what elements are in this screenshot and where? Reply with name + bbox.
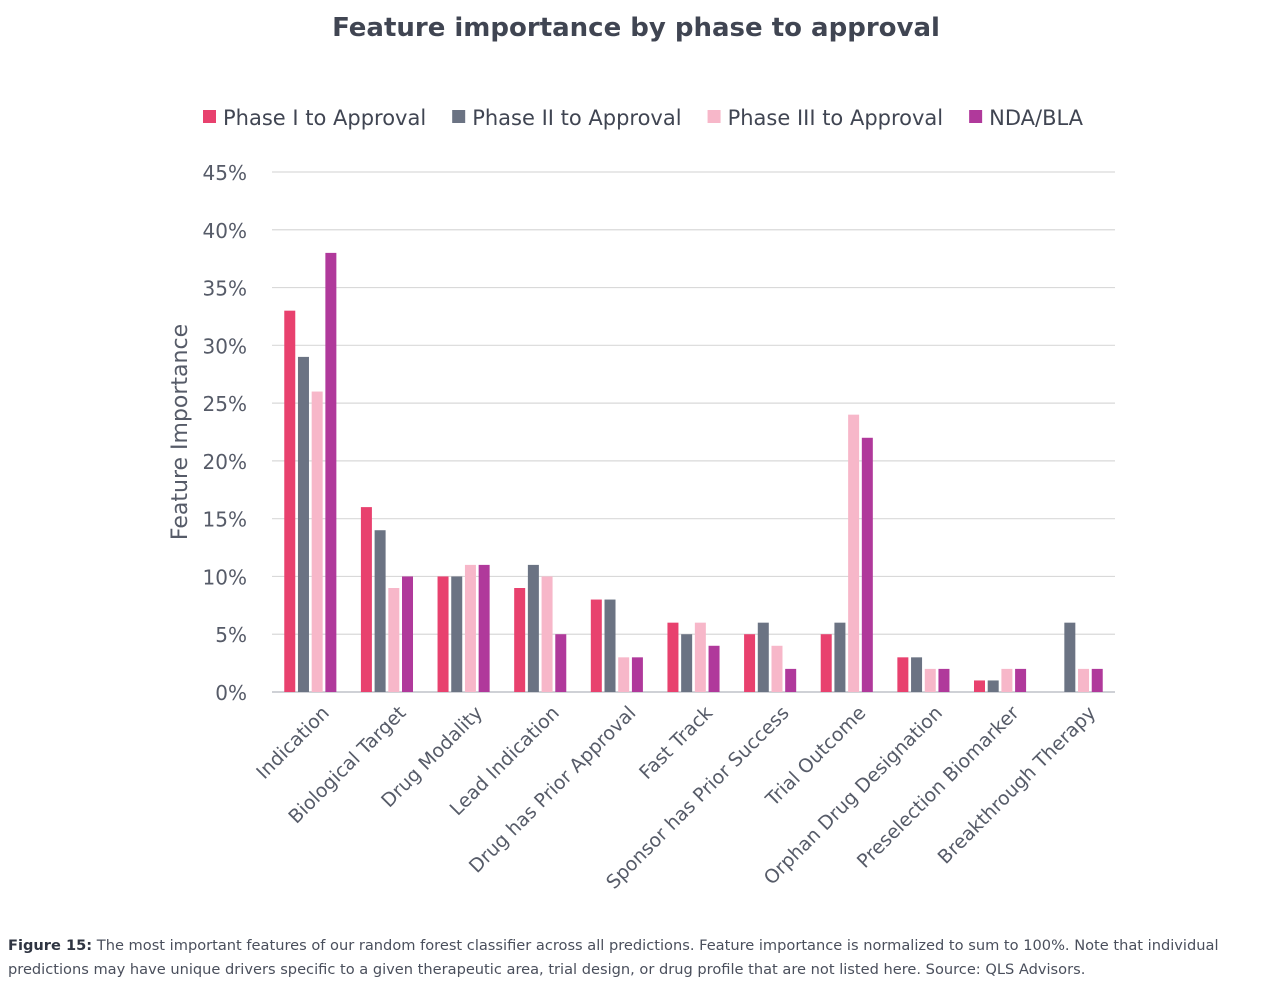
bar <box>541 576 553 692</box>
bar <box>785 668 797 692</box>
x-tick-label: Fast Track <box>635 702 717 784</box>
x-tick-label: Indication <box>252 702 334 784</box>
bars <box>284 252 1103 692</box>
y-tick-label: 5% <box>215 623 247 647</box>
bar <box>514 588 526 692</box>
bar <box>694 622 706 692</box>
y-tick-label: 15% <box>203 508 247 532</box>
bar <box>437 576 449 692</box>
bar <box>388 588 400 692</box>
y-tick-label: 0% <box>215 681 247 705</box>
bar <box>911 657 923 692</box>
y-tick-label: 45% <box>203 161 247 185</box>
bar <box>402 576 414 692</box>
bar <box>1091 668 1103 692</box>
y-tick-label: 35% <box>203 277 247 301</box>
caption-label: Figure 15: <box>8 937 93 954</box>
bar <box>360 507 372 692</box>
bar <box>987 680 999 692</box>
bar <box>667 622 679 692</box>
y-tick-label: 20% <box>203 450 247 474</box>
bar <box>631 657 643 692</box>
bar <box>771 645 783 692</box>
bar <box>924 668 936 692</box>
y-axis-label: Feature Importance <box>168 324 193 540</box>
bar-chart: Feature importance by phase to approval … <box>168 13 1115 894</box>
legend-label: Phase I to Approval <box>223 106 426 130</box>
bar <box>848 414 860 692</box>
legend-swatch <box>203 110 216 123</box>
bar <box>478 564 490 692</box>
bar <box>604 599 616 692</box>
caption-text: The most important features of our rando… <box>8 937 1219 978</box>
bar <box>1078 668 1090 692</box>
bar <box>708 645 720 692</box>
bar <box>527 564 539 692</box>
bar <box>1064 622 1076 692</box>
bar <box>451 576 463 692</box>
bar <box>861 437 873 692</box>
bar <box>820 634 832 692</box>
bar <box>744 634 756 692</box>
y-tick-label: 25% <box>203 392 247 416</box>
bar <box>1001 668 1013 692</box>
bar <box>464 564 476 692</box>
bar <box>834 622 846 692</box>
bar <box>590 599 602 692</box>
bar <box>284 310 296 692</box>
legend-swatch <box>707 110 721 123</box>
bar <box>897 657 909 692</box>
bar <box>374 530 386 692</box>
bar <box>325 252 337 692</box>
bar <box>311 391 323 692</box>
legend-swatch <box>969 110 983 123</box>
bar <box>555 634 567 692</box>
bar <box>973 680 985 692</box>
bar <box>757 622 769 692</box>
y-tick-label: 30% <box>203 334 247 358</box>
legend-label: Phase II to Approval <box>472 106 681 130</box>
bar <box>681 634 693 692</box>
legend-label: NDA/BLA <box>989 106 1084 130</box>
legend-swatch <box>452 110 466 123</box>
y-axis-ticks: 0% 5% 10% 15% 20% 25% 30% 35% 40% 45% <box>203 161 247 705</box>
y-tick-label: 40% <box>203 219 247 243</box>
y-tick-label: 10% <box>203 565 247 589</box>
legend: Phase I to Approval Phase II to Approval P… <box>203 106 1084 130</box>
chart-title: Feature importance by phase to approval <box>332 13 940 43</box>
bar <box>938 668 950 692</box>
bar <box>297 356 309 692</box>
figure-caption: Figure 15: The most important features o… <box>8 934 1270 982</box>
bar <box>1015 668 1027 692</box>
x-tick-label: Breakthrough Therapy <box>934 702 1101 869</box>
bar <box>618 657 630 692</box>
legend-label: Phase III to Approval <box>728 106 944 130</box>
